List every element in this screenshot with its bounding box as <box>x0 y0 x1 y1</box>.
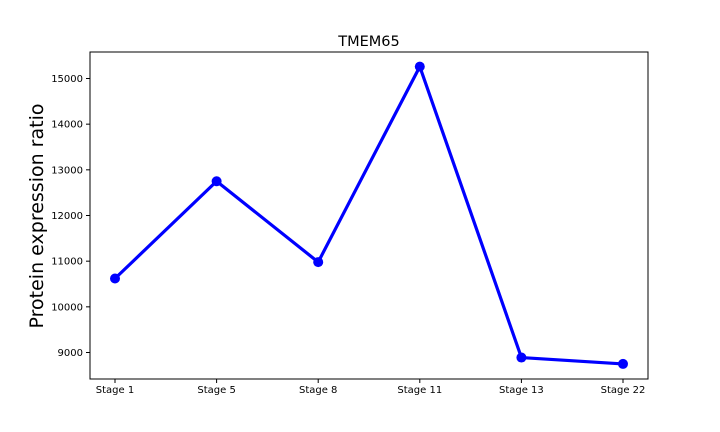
data-point <box>516 352 527 363</box>
x-tick-label: Stage 13 <box>499 385 544 396</box>
y-axis-label: Protein expression ratio <box>26 104 48 329</box>
series-line <box>113 65 625 366</box>
plot-area-frame <box>89 51 649 380</box>
data-point <box>110 273 120 284</box>
y-tick-label: 15000 <box>51 74 83 85</box>
x-axis-ticks: Stage 1 Stage 5 Stage 8 Stage 11 Stage 13 Sta… <box>96 379 646 396</box>
y-tick-label: 12000 <box>51 211 83 222</box>
x-tick-label: Stage 11 <box>397 385 442 396</box>
chart-title: TMEM65 <box>337 34 400 50</box>
x-tick-label: Stage 22 <box>601 385 646 396</box>
y-tick-label: 10000 <box>51 302 83 313</box>
data-point <box>414 61 425 72</box>
data-point <box>211 176 222 187</box>
y-tick-label: 9000 <box>58 348 83 359</box>
series-layer <box>110 61 628 369</box>
y-axis-ticks: 9000 10000 11000 12000 13000 14000 15000 <box>51 74 90 359</box>
y-tick-label: 11000 <box>51 257 83 268</box>
y-tick-label: 13000 <box>51 165 83 176</box>
y-tick-label: 14000 <box>51 120 83 131</box>
data-point <box>618 358 628 369</box>
x-tick-label: Stage 1 <box>96 385 134 396</box>
data-point <box>313 257 324 268</box>
x-tick-label: Stage 5 <box>197 385 235 396</box>
x-tick-label: Stage 8 <box>299 385 337 396</box>
